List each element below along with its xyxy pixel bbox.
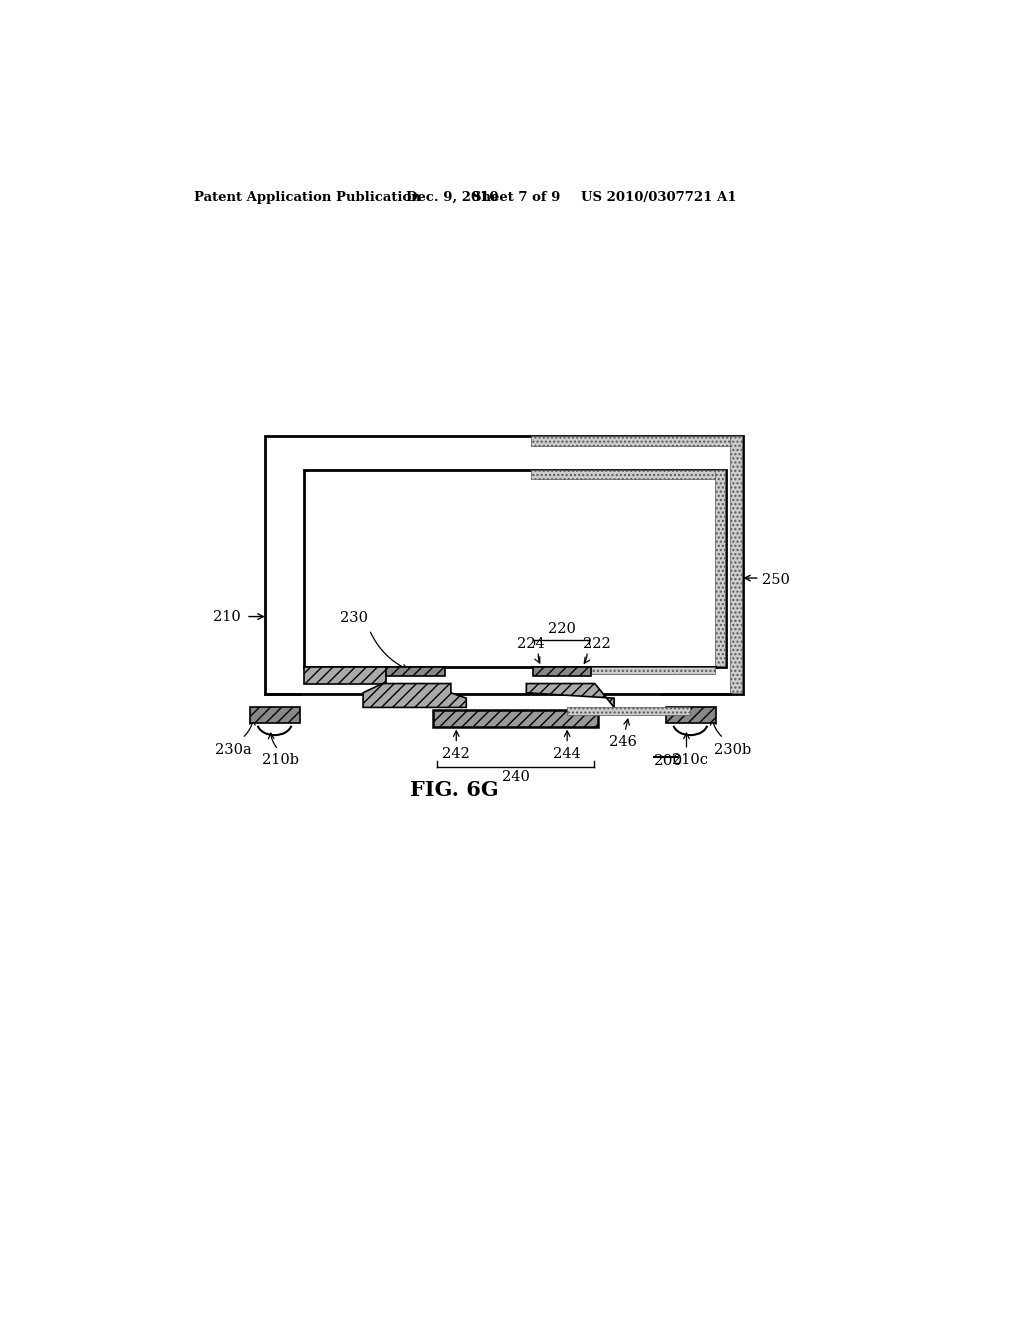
Text: 230a: 230a: [215, 743, 251, 756]
Text: 220: 220: [548, 622, 575, 636]
Text: 224: 224: [517, 636, 545, 651]
Text: 250: 250: [762, 573, 790, 586]
Text: 210: 210: [213, 610, 241, 623]
Bar: [304, 470, 726, 667]
Text: 246: 246: [608, 735, 637, 748]
Polygon shape: [364, 684, 466, 708]
Text: 244: 244: [553, 747, 581, 760]
Text: Patent Application Publication: Patent Application Publication: [195, 191, 421, 203]
Text: 210c: 210c: [673, 752, 709, 767]
Bar: [433, 710, 598, 726]
Bar: [715, 470, 725, 665]
Text: 230b: 230b: [714, 743, 752, 756]
Text: 200: 200: [654, 755, 683, 768]
Text: 242: 242: [442, 747, 470, 760]
Bar: [531, 436, 741, 446]
Bar: [531, 470, 724, 479]
Text: 230: 230: [340, 611, 368, 626]
Text: Sheet 7 of 9: Sheet 7 of 9: [472, 191, 560, 203]
Bar: [265, 436, 742, 693]
Bar: [567, 708, 690, 715]
Bar: [730, 436, 742, 693]
Bar: [532, 667, 591, 676]
Text: US 2010/0307721 A1: US 2010/0307721 A1: [581, 191, 736, 203]
Polygon shape: [526, 684, 614, 708]
Text: Dec. 9, 2010: Dec. 9, 2010: [407, 191, 499, 203]
Text: 240: 240: [502, 770, 529, 784]
Bar: [250, 708, 300, 723]
Bar: [304, 667, 386, 684]
Bar: [666, 708, 716, 723]
Text: 222: 222: [584, 636, 611, 651]
Bar: [591, 667, 715, 675]
Text: FIG. 6G: FIG. 6G: [410, 780, 499, 800]
Text: 210b: 210b: [262, 752, 299, 767]
Bar: [386, 667, 444, 676]
